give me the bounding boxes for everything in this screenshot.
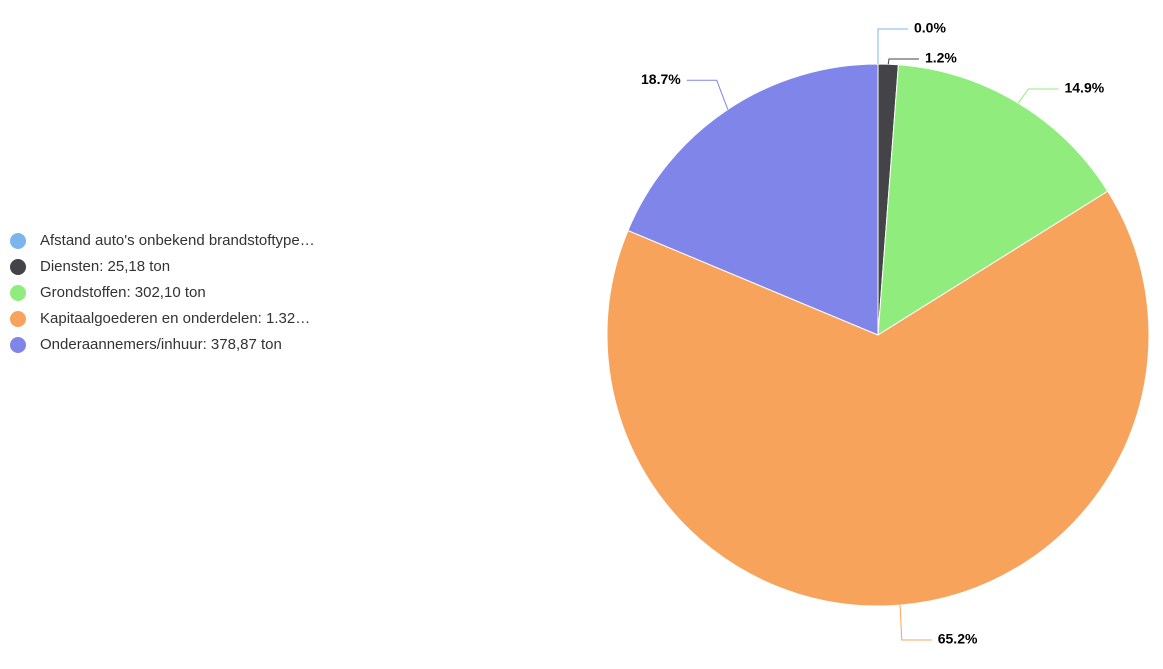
legend-text: Kapitaalgoederen en onderdelen: 1.32… (40, 310, 310, 327)
legend-text: Afstand auto's onbekend brandstoftype… (40, 232, 315, 249)
legend-marker (10, 311, 26, 327)
data-label: 65.2% (938, 631, 978, 647)
legend-marker (10, 259, 26, 275)
connector (1017, 88, 1059, 104)
connector (686, 79, 729, 110)
legend: Afstand auto's onbekend brandstoftype… Di… (10, 232, 315, 353)
legend-marker (10, 285, 26, 301)
connector (877, 28, 908, 64)
pie-slice (877, 64, 1109, 336)
data-label: 14.9% (1064, 80, 1104, 96)
pie-slice (606, 190, 1150, 607)
legend-text: Onderaannemers/inhuur: 378,87 ton (40, 336, 282, 353)
pie-slice (627, 63, 879, 336)
data-label: 1.2% (925, 50, 957, 66)
legend-marker (10, 233, 26, 249)
connector (887, 58, 919, 65)
data-label: 18.7% (641, 71, 681, 87)
data-label: 0.0% (914, 20, 946, 36)
legend-text: Grondstoffen: 302,10 ton (40, 284, 206, 301)
connector (899, 605, 932, 641)
legend-text: Diensten: 25,18 ton (40, 258, 170, 275)
legend-marker (10, 337, 26, 353)
